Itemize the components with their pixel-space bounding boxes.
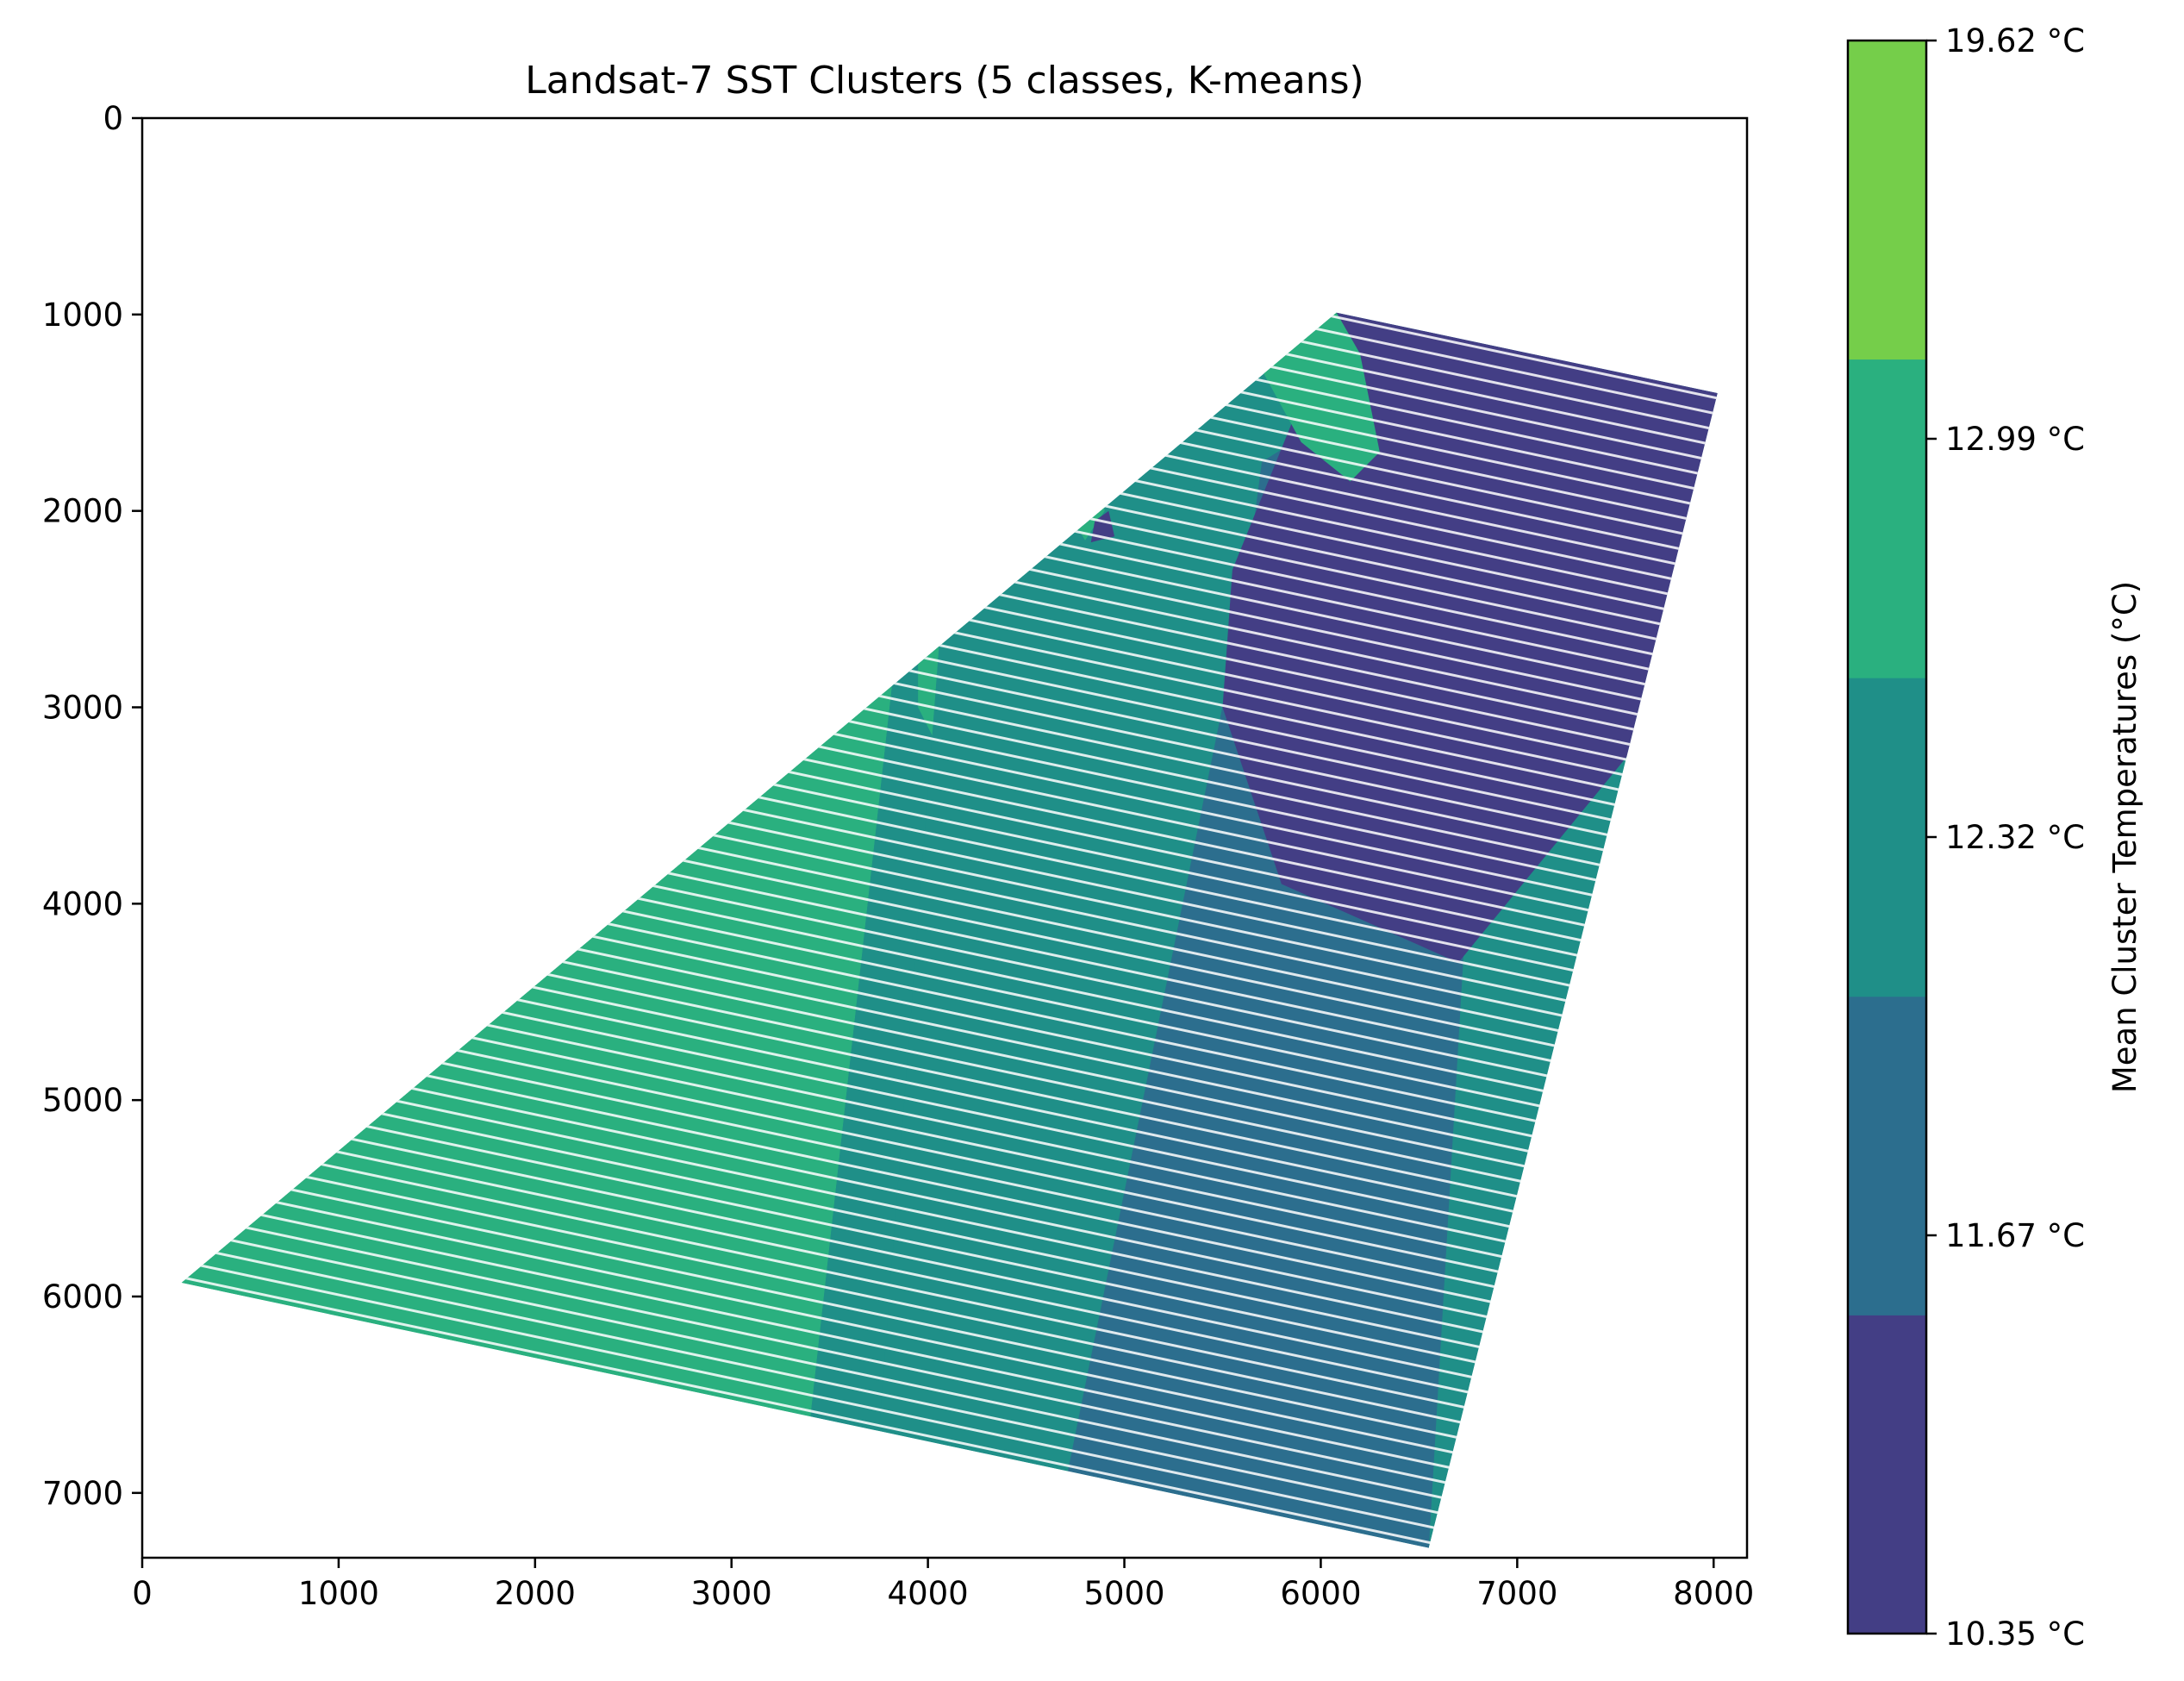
- x-tick-label: 0: [132, 1575, 153, 1612]
- y-tick-label: 5000: [42, 1082, 123, 1119]
- x-tick-label: 6000: [1280, 1575, 1361, 1612]
- x-tick-label: 3000: [691, 1575, 772, 1612]
- x-tick-label: 2000: [495, 1575, 576, 1612]
- y-tick-label: 4000: [42, 885, 123, 922]
- x-tick-label: 1000: [298, 1575, 379, 1612]
- cluster-region-9: [702, 632, 747, 668]
- colorbar: [1848, 41, 1926, 1634]
- y-tick-label: 6000: [42, 1278, 123, 1315]
- x-tick-label: 8000: [1673, 1575, 1754, 1612]
- y-tick-label: 2000: [42, 493, 123, 530]
- colorbar-ticks: 10.35 °C 11.67 °C 12.32 °C 12.99 °C 19.62 °C: [1926, 22, 2085, 1653]
- chart-title: Landsat-7 SST Clusters (5 classes, K-mea…: [525, 59, 1363, 103]
- y-tick-label: 0: [103, 100, 123, 137]
- colorbar-tick-label: 12.32 °C: [1945, 819, 2085, 856]
- scan-gap-stripes: [181, 312, 1718, 1548]
- sst-scene: [181, 312, 1718, 1548]
- plot-frame: [140, 116, 1749, 1559]
- colorbar-swatch-1: [1848, 996, 1926, 1315]
- colorbar-tick-label: 12.99 °C: [1945, 421, 2085, 458]
- plot-area: [181, 312, 1718, 1548]
- colorbar-label: Mean Cluster Temperatures (°C): [2106, 581, 2143, 1093]
- x-tick-label: 5000: [1083, 1575, 1164, 1612]
- colorbar-tick-label: 19.62 °C: [1945, 22, 2085, 59]
- y-tick-label: 7000: [42, 1475, 123, 1512]
- colorbar-tick-label: 11.67 °C: [1945, 1217, 2085, 1254]
- colorbar-swatch-3: [1848, 359, 1926, 678]
- x-tick-label: 7000: [1476, 1575, 1557, 1612]
- x-axis: 0 1000 2000 3000 4000 5000 6000 7000 8000: [132, 1558, 1754, 1612]
- colorbar-swatch-0: [1848, 1315, 1926, 1634]
- colorbar-swatch-4: [1848, 41, 1926, 360]
- colorbar-swatch-2: [1848, 678, 1926, 997]
- x-tick-label: 4000: [888, 1575, 969, 1612]
- y-tick-label: 3000: [42, 689, 123, 726]
- colorbar-tick-label: 10.35 °C: [1945, 1615, 2085, 1653]
- y-axis: 0 1000 2000 3000 4000 5000 6000 7000: [42, 100, 142, 1512]
- y-tick-label: 1000: [42, 297, 123, 334]
